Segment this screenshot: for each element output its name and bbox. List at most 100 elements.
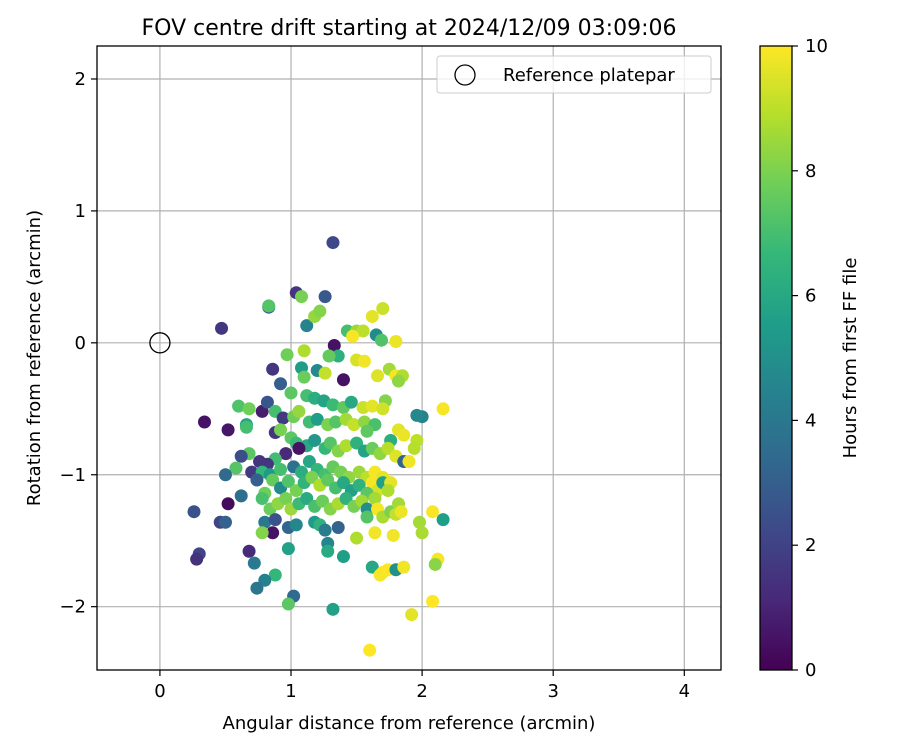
- data-point: [318, 366, 332, 380]
- x-axis-ticks: 0 1 2 3 4: [154, 670, 690, 702]
- data-point: [292, 441, 306, 455]
- data-point: [402, 455, 416, 469]
- data-point: [360, 424, 374, 438]
- data-point: [428, 557, 442, 571]
- data-point: [229, 461, 243, 475]
- data-point: [323, 436, 337, 450]
- x-axis-label: Angular distance from reference (arcmin): [223, 713, 596, 734]
- data-point: [197, 415, 211, 429]
- chart-title: FOV centre drift starting at 2024/12/09 …: [142, 16, 677, 41]
- data-point: [239, 420, 253, 434]
- data-point: [305, 470, 319, 484]
- data-point: [280, 348, 294, 362]
- data-point: [346, 329, 360, 343]
- data-point: [279, 447, 293, 461]
- colorbar-tick-label: 10: [805, 36, 828, 57]
- data-point: [215, 321, 229, 335]
- data-point: [397, 428, 411, 442]
- data-point: [284, 386, 298, 400]
- data-point: [326, 602, 340, 616]
- data-point: [321, 473, 335, 487]
- data-point: [187, 505, 201, 519]
- data-point: [281, 542, 295, 556]
- data-point: [405, 608, 419, 622]
- data-point: [321, 544, 335, 558]
- data-point: [352, 478, 366, 492]
- data-point: [266, 526, 280, 540]
- data-point: [347, 418, 361, 432]
- data-point: [381, 484, 395, 498]
- reference-marker-group: [149, 332, 171, 354]
- data-point: [281, 474, 295, 488]
- data-point: [274, 462, 288, 476]
- data-point: [407, 441, 421, 455]
- x-tick-label: 4: [679, 681, 690, 702]
- data-point: [221, 423, 235, 437]
- colorbar-tick-label: 4: [805, 410, 816, 431]
- data-point: [326, 398, 340, 412]
- data-point: [410, 408, 424, 422]
- colorbar: 0 2 4 6 8 10 Hours from first FF file: [759, 36, 861, 681]
- data-point: [374, 333, 388, 347]
- legend-entry-label: Reference platepar: [503, 65, 675, 86]
- data-point: [327, 338, 341, 352]
- data-point: [336, 373, 350, 387]
- colorbar-tick-label: 2: [805, 535, 816, 556]
- data-point: [397, 560, 411, 574]
- data-point: [318, 290, 332, 304]
- data-point: [415, 526, 429, 540]
- y-axis-label: Rotation from reference (arcmin): [24, 210, 45, 506]
- reference-platepar-marker: [149, 332, 171, 354]
- data-point: [318, 523, 332, 537]
- colorbar-tick-label: 6: [805, 286, 816, 307]
- data-point: [247, 556, 261, 570]
- data-point: [258, 515, 272, 529]
- data-point: [436, 513, 450, 527]
- data-point: [266, 362, 280, 376]
- data-point: [234, 489, 248, 503]
- data-point: [295, 290, 309, 304]
- legend-marker-open-circle: [454, 64, 476, 86]
- y-tick-label: −1: [59, 465, 86, 486]
- x-tick-label: 0: [154, 681, 165, 702]
- data-point: [292, 404, 306, 418]
- data-point: [376, 302, 390, 316]
- colorbar-label: Hours from first FF file: [840, 258, 861, 459]
- data-point: [250, 581, 264, 595]
- y-tick-label: 0: [75, 333, 86, 354]
- colorbar-tick-label: 8: [805, 161, 816, 182]
- data-point: [331, 349, 345, 363]
- data-point: [268, 513, 282, 527]
- plot-background: [97, 46, 721, 670]
- data-point: [357, 354, 371, 368]
- data-point: [289, 518, 303, 532]
- data-point: [436, 402, 450, 416]
- data-point: [234, 449, 248, 463]
- data-point: [242, 544, 256, 558]
- colorbar-ticks: 0 2 4 6 8 10: [792, 36, 828, 681]
- y-axis-ticks: −2 −1 0 1 2: [59, 69, 97, 618]
- colorbar-gradient: [759, 45, 793, 671]
- data-point: [336, 550, 350, 564]
- data-point: [381, 441, 395, 455]
- x-tick-label: 1: [285, 681, 296, 702]
- y-tick-label: −2: [59, 597, 86, 618]
- data-point: [426, 594, 440, 608]
- data-point: [190, 552, 204, 566]
- data-point: [221, 497, 235, 511]
- data-point: [371, 369, 385, 383]
- data-point: [368, 491, 382, 505]
- y-tick-label: 2: [75, 69, 86, 90]
- data-point: [268, 568, 282, 582]
- data-point: [412, 515, 426, 529]
- plot-area: 0 1 2 3 4 −2 −1 0 1 2: [59, 45, 722, 702]
- data-point: [368, 526, 382, 540]
- data-point: [281, 597, 295, 611]
- data-point: [339, 439, 353, 453]
- data-point: [426, 505, 440, 519]
- data-point: [315, 494, 329, 508]
- data-point: [250, 473, 264, 487]
- data-point: [326, 236, 340, 250]
- data-point: [313, 304, 327, 318]
